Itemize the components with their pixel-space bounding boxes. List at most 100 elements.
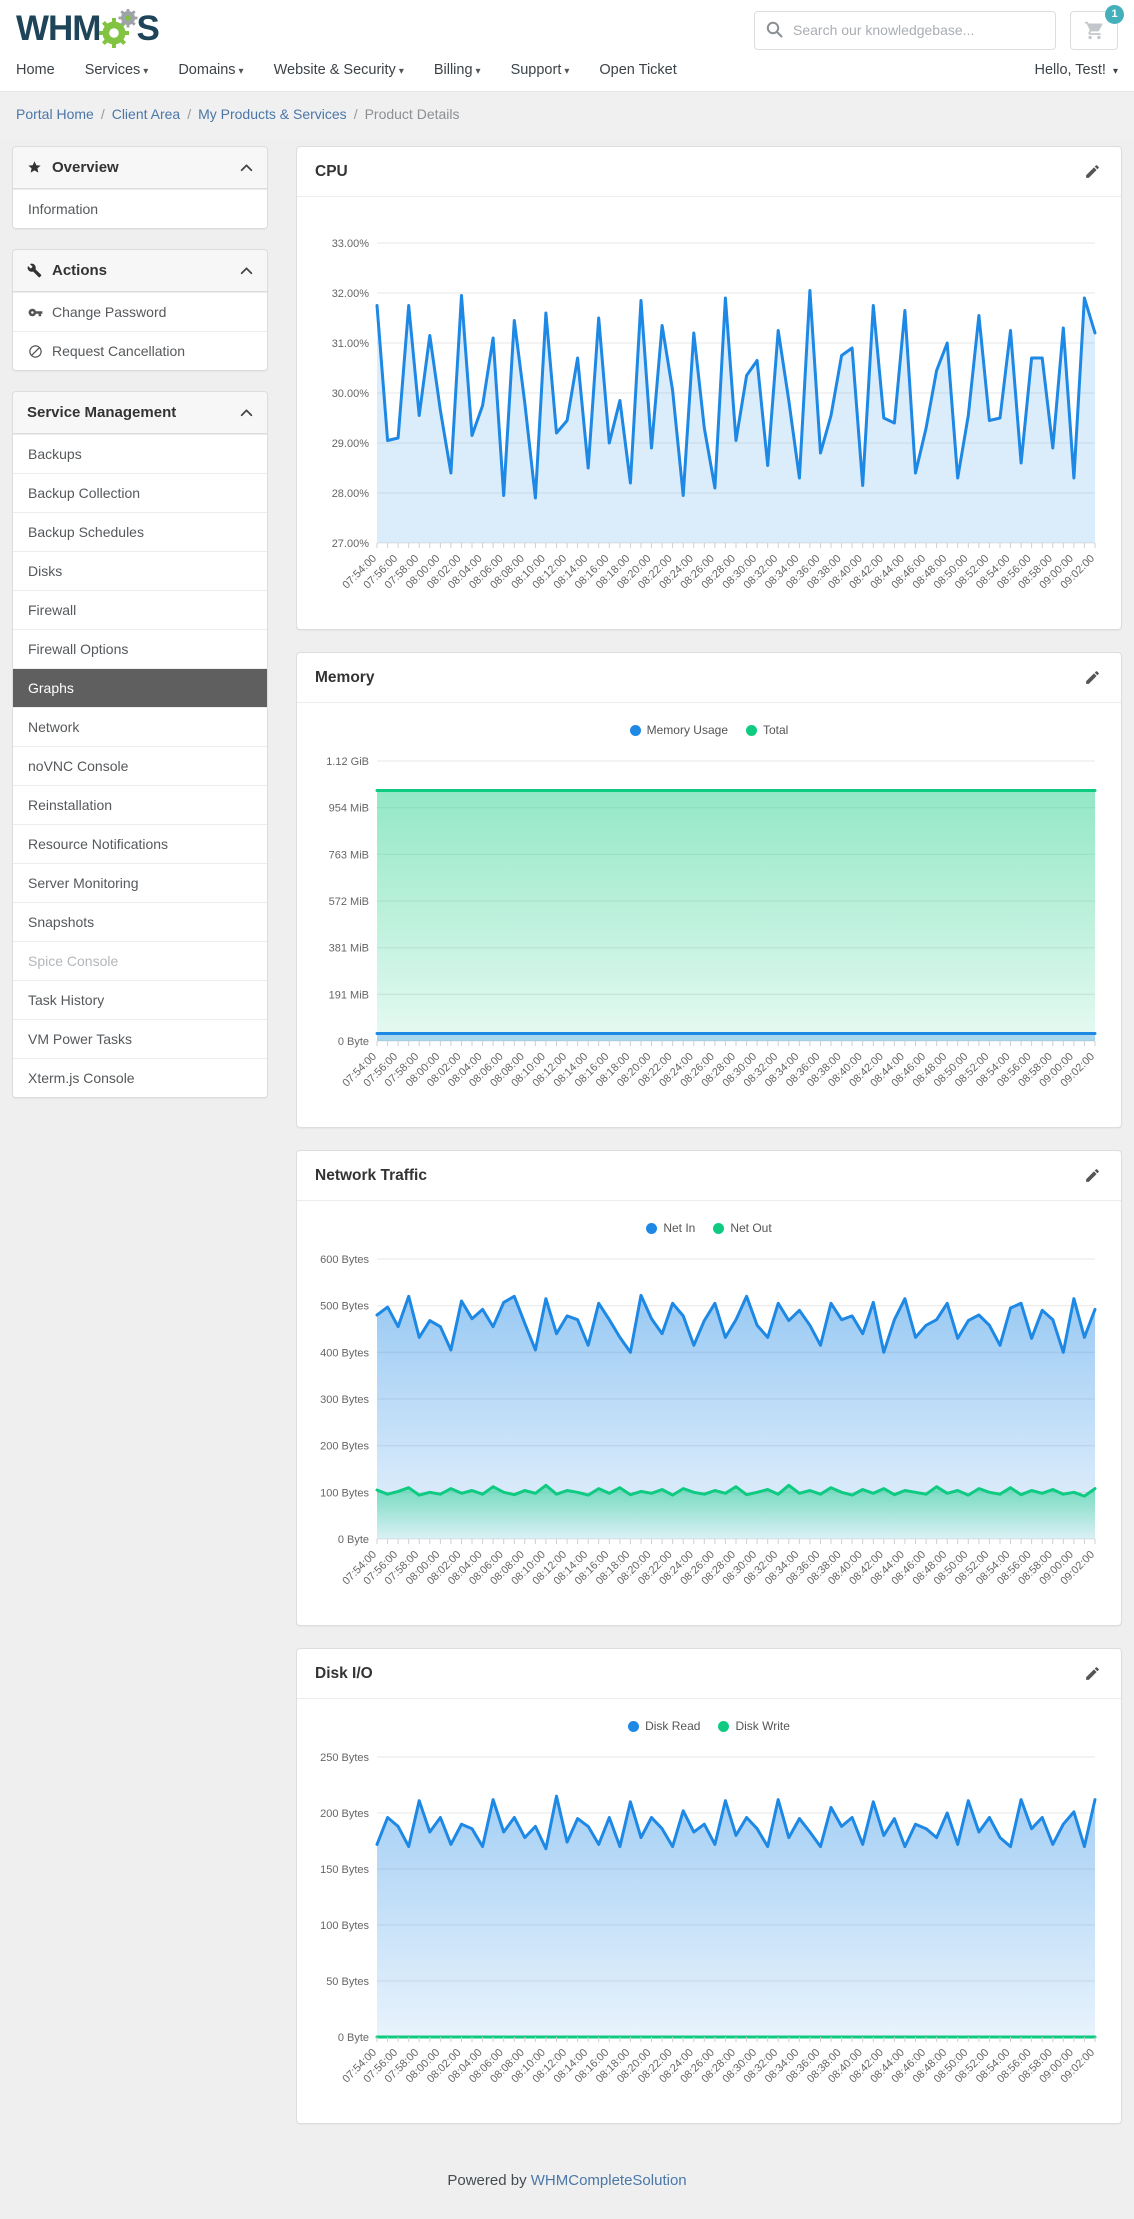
chevron-down-icon: ▾ xyxy=(143,66,149,77)
cpu-card-header: CPU xyxy=(297,147,1121,197)
legend-item[interactable]: Net Out xyxy=(713,1221,772,1235)
sidebar-item-reinstallation[interactable]: Reinstallation xyxy=(13,785,267,824)
sidebar-item-xterm-js-console[interactable]: Xterm.js Console xyxy=(13,1058,267,1097)
sidebar-item-label: Backups xyxy=(28,446,82,462)
sidebar-item-firewall[interactable]: Firewall xyxy=(13,590,267,629)
legend-dot-icon xyxy=(713,1222,725,1234)
sidebar-item-graphs[interactable]: Graphs xyxy=(13,668,267,707)
memory-chart-canvas: 1.12 GiB 954 MiB 763 MiB 572 MiB 381 MiB 191 … xyxy=(326,756,1097,1089)
chart-legend: Disk Read Disk Write xyxy=(315,1719,1103,1733)
svg-text:50 Bytes: 50 Bytes xyxy=(326,1976,369,1988)
legend-item[interactable]: Disk Read xyxy=(628,1719,700,1733)
sidebar-panel-header-actions[interactable]: Actions xyxy=(13,250,267,292)
legend-label: Total xyxy=(763,723,789,737)
svg-text:200 Bytes: 200 Bytes xyxy=(320,1808,369,1820)
nav-item-support[interactable]: Support ▾ xyxy=(510,62,570,78)
svg-text:500 Bytes: 500 Bytes xyxy=(320,1301,369,1313)
breadcrumb-link[interactable]: Portal Home xyxy=(16,106,94,122)
sidebar-item-network[interactable]: Network xyxy=(13,707,267,746)
sidebar: Overview Information Actions Change Passwor… xyxy=(12,146,268,1118)
nav-item-domains[interactable]: Domains ▾ xyxy=(178,62,244,78)
network-card-header: Network Traffic xyxy=(297,1151,1121,1201)
footer: Powered by WHMCompleteSolution xyxy=(0,2146,1134,2219)
search-box xyxy=(754,10,1056,50)
nav-item-billing[interactable]: Billing ▾ xyxy=(433,62,481,78)
sidebar-item-label: Task History xyxy=(28,992,105,1008)
gear-icon xyxy=(98,9,138,51)
breadcrumb-separator: / xyxy=(100,106,105,122)
edit-chart-button[interactable] xyxy=(1082,1165,1103,1186)
disk-card-header: Disk I/O xyxy=(297,1649,1121,1699)
edit-chart-button[interactable] xyxy=(1082,1663,1103,1684)
sidebar-panel-header-service-management[interactable]: Service Management xyxy=(13,392,267,434)
nav-item-open-ticket[interactable]: Open Ticket xyxy=(599,62,677,78)
nav-item-services[interactable]: Services ▾ xyxy=(84,62,149,78)
cart-button[interactable]: 1 xyxy=(1070,4,1124,50)
sidebar-item-resource-notifications[interactable]: Resource Notifications xyxy=(13,824,267,863)
footer-text: Powered by xyxy=(447,2172,527,2189)
disk-chart-canvas: 250 Bytes 200 Bytes 150 Bytes 100 Bytes 50 B… xyxy=(320,1752,1097,2085)
sidebar-item-backup-collection[interactable]: Backup Collection xyxy=(13,473,267,512)
panel-title: Overview xyxy=(52,159,119,176)
legend-item[interactable]: Memory Usage xyxy=(629,723,728,737)
legend-dot-icon xyxy=(646,1222,658,1234)
sidebar-panel-actions: Actions Change Password Request Cancellati… xyxy=(12,249,268,371)
key-icon xyxy=(28,305,43,320)
legend-item[interactable]: Disk Write xyxy=(718,1719,790,1733)
sidebar-item-novnc-console[interactable]: noVNC Console xyxy=(13,746,267,785)
svg-text:400 Bytes: 400 Bytes xyxy=(320,1347,369,1359)
whmcs-logo[interactable]: WHM xyxy=(16,9,160,51)
chart-legend: Net In Net Out xyxy=(315,1221,1103,1235)
sidebar-item-label: Backup Collection xyxy=(28,485,141,501)
svg-text:27.00%: 27.00% xyxy=(332,538,370,550)
svg-text:600 Bytes: 600 Bytes xyxy=(320,1254,369,1266)
sidebar-item-backups[interactable]: Backups xyxy=(13,434,267,473)
legend-label: Memory Usage xyxy=(646,723,728,737)
cart-icon xyxy=(1084,20,1105,41)
sidebar-item-server-monitoring[interactable]: Server Monitoring xyxy=(13,863,267,902)
legend-label: Net Out xyxy=(730,1221,772,1235)
sidebar-item-change-password[interactable]: Change Password xyxy=(13,292,267,331)
footer-link[interactable]: WHMCompleteSolution xyxy=(530,2172,687,2189)
chevron-down-icon: ▾ xyxy=(398,66,404,77)
cpu-chart-card: CPU 33.00% 32.00% 31.00% 30.00% 29.00% 28.00% 2… xyxy=(296,146,1122,630)
legend-dot-icon xyxy=(718,1720,730,1732)
sidebar-item-vm-power-tasks[interactable]: VM Power Tasks xyxy=(13,1019,267,1058)
edit-chart-button[interactable] xyxy=(1082,161,1103,182)
disk-chart-card: Disk I/O Disk Read Disk Write 250 Bytes 200 … xyxy=(296,1648,1122,2124)
sidebar-item-label: Firewall xyxy=(28,602,77,618)
legend-label: Net In xyxy=(663,1221,696,1235)
nav-item-home[interactable]: Home xyxy=(16,62,55,78)
nav-item-website-security[interactable]: Website & Security ▾ xyxy=(273,62,404,78)
breadcrumb-link[interactable]: My Products & Services xyxy=(198,106,347,122)
sidebar-item-label: Spice Console xyxy=(28,953,119,969)
chevron-up-icon xyxy=(240,408,253,417)
search-input[interactable] xyxy=(754,10,1056,50)
sidebar-item-task-history[interactable]: Task History xyxy=(13,980,267,1019)
sidebar-item-information[interactable]: Information xyxy=(13,189,267,228)
sidebar-panel-header-overview[interactable]: Overview xyxy=(13,147,267,189)
logo-text-s: S xyxy=(136,9,159,48)
legend-label: Disk Read xyxy=(645,1719,701,1733)
sidebar-item-snapshots[interactable]: Snapshots xyxy=(13,902,267,941)
sidebar-item-firewall-options[interactable]: Firewall Options xyxy=(13,629,267,668)
edit-chart-button[interactable] xyxy=(1082,667,1103,688)
svg-text:0 Byte: 0 Byte xyxy=(338,1036,369,1048)
breadcrumb-link[interactable]: Client Area xyxy=(111,106,181,122)
sidebar-item-request-cancellation[interactable]: Request Cancellation xyxy=(13,331,267,370)
svg-text:28.00%: 28.00% xyxy=(332,488,370,500)
cpu-chart-canvas: 33.00% 32.00% 31.00% 30.00% 29.00% 28.00% 27.0… xyxy=(332,238,1097,591)
sidebar-item-backup-schedules[interactable]: Backup Schedules xyxy=(13,512,267,551)
legend-item[interactable]: Total xyxy=(746,723,788,737)
svg-text:763 MiB: 763 MiB xyxy=(329,849,369,861)
sidebar-panel-overview: Overview Information xyxy=(12,146,268,229)
legend-item[interactable]: Net In xyxy=(646,1221,695,1235)
ban-icon xyxy=(28,344,43,359)
svg-text:250 Bytes: 250 Bytes xyxy=(320,1752,369,1764)
sidebar-item-disks[interactable]: Disks xyxy=(13,551,267,590)
memory-card-header: Memory xyxy=(297,653,1121,703)
nav-user-menu[interactable]: Hello, Test! ▾ xyxy=(1034,62,1118,78)
chart-legend: Memory Usage Total xyxy=(315,723,1103,737)
svg-text:954 MiB: 954 MiB xyxy=(329,803,369,815)
legend-label: Disk Write xyxy=(735,1719,790,1733)
